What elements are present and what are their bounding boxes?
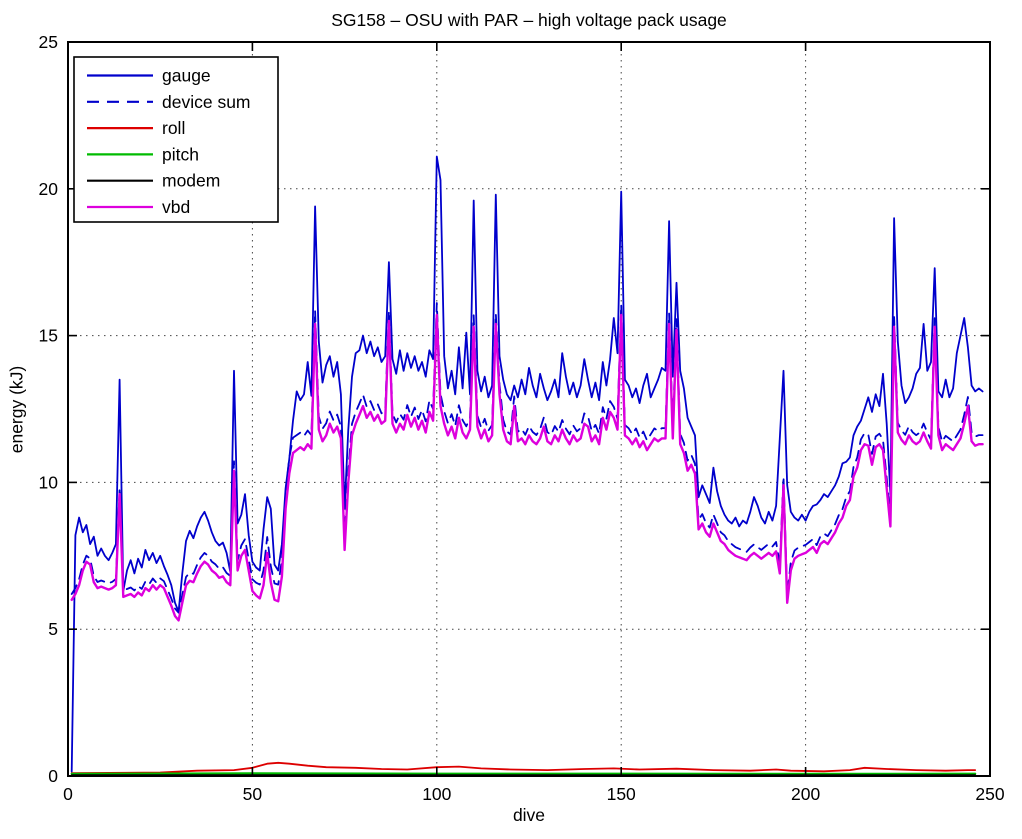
legend-item-pitch: pitch — [87, 144, 199, 164]
legend-item-modem: modem — [87, 171, 220, 191]
series-line-roll — [70, 761, 977, 774]
legend-item-gauge: gauge — [87, 66, 211, 86]
x-tick-label-0: 0 — [63, 784, 73, 804]
series-line-vbd — [70, 313, 984, 622]
y-tick-label-10: 10 — [39, 472, 59, 492]
x-tick-label-150: 150 — [607, 784, 636, 804]
y-tick-label-20: 20 — [39, 179, 59, 199]
series-line-gauge — [70, 155, 984, 773]
x-tick-label-100: 100 — [422, 784, 451, 804]
y-tick-label-15: 15 — [39, 326, 58, 346]
series-line-device-sum — [70, 302, 984, 614]
legend: gauge device sum roll pitch modem vbd — [73, 56, 279, 223]
legend-item-vbd: vbd — [87, 197, 190, 217]
legend-label-pitch: pitch — [162, 144, 199, 164]
legend-item-device-sum: device sum — [87, 92, 251, 112]
x-tick-label-250: 250 — [975, 784, 1004, 804]
x-tick-label-200: 200 — [791, 784, 820, 804]
legend-label-modem: modem — [162, 171, 220, 191]
y-tick-label-25: 25 — [39, 32, 58, 52]
legend-item-roll: roll — [87, 118, 185, 138]
legend-label-device-sum: device sum — [162, 92, 251, 112]
y-tick-label-5: 5 — [48, 619, 58, 639]
legend-label-vbd: vbd — [162, 197, 190, 217]
legend-label-gauge: gauge — [162, 66, 211, 86]
plot-frame — [67, 41, 991, 777]
x-tick-label-50: 50 — [243, 784, 263, 804]
legend-box — [73, 56, 279, 223]
series-line-pitch — [70, 772, 977, 775]
y-tick-label-0: 0 — [48, 766, 58, 786]
legend-label-roll: roll — [162, 118, 185, 138]
